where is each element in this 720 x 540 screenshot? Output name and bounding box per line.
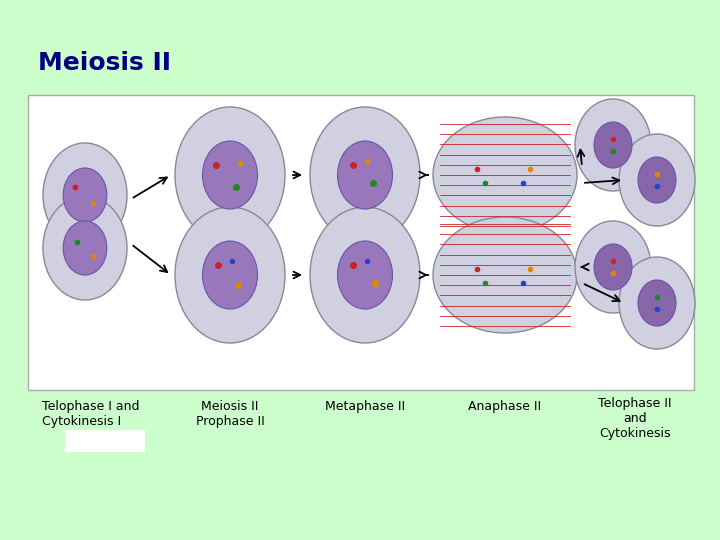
Ellipse shape bbox=[575, 99, 651, 191]
Text: Metaphase II: Metaphase II bbox=[325, 400, 405, 413]
Text: Meiosis II: Meiosis II bbox=[38, 51, 171, 75]
Text: Telophase II
and
Cytokinesis: Telophase II and Cytokinesis bbox=[598, 397, 672, 440]
Ellipse shape bbox=[638, 280, 676, 326]
Ellipse shape bbox=[504, 174, 505, 176]
FancyBboxPatch shape bbox=[65, 430, 145, 452]
Ellipse shape bbox=[433, 117, 577, 233]
Ellipse shape bbox=[63, 221, 107, 275]
Ellipse shape bbox=[619, 134, 695, 226]
Ellipse shape bbox=[504, 274, 505, 275]
Ellipse shape bbox=[175, 107, 285, 243]
Text: Anaphase II: Anaphase II bbox=[469, 400, 541, 413]
Ellipse shape bbox=[202, 241, 258, 309]
Ellipse shape bbox=[310, 107, 420, 243]
Ellipse shape bbox=[433, 217, 577, 333]
Ellipse shape bbox=[338, 241, 392, 309]
Ellipse shape bbox=[619, 257, 695, 349]
Ellipse shape bbox=[43, 143, 127, 247]
Ellipse shape bbox=[638, 157, 676, 203]
Ellipse shape bbox=[575, 221, 651, 313]
Ellipse shape bbox=[175, 207, 285, 343]
FancyBboxPatch shape bbox=[28, 95, 694, 390]
Ellipse shape bbox=[338, 141, 392, 209]
Ellipse shape bbox=[310, 207, 420, 343]
Ellipse shape bbox=[43, 196, 127, 300]
Text: Meiosis II
Prophase II: Meiosis II Prophase II bbox=[196, 400, 264, 428]
Text: Telophase I and
Cytokinesis I: Telophase I and Cytokinesis I bbox=[42, 400, 140, 428]
Ellipse shape bbox=[594, 122, 632, 168]
Ellipse shape bbox=[594, 244, 632, 290]
Ellipse shape bbox=[202, 141, 258, 209]
Ellipse shape bbox=[63, 168, 107, 222]
